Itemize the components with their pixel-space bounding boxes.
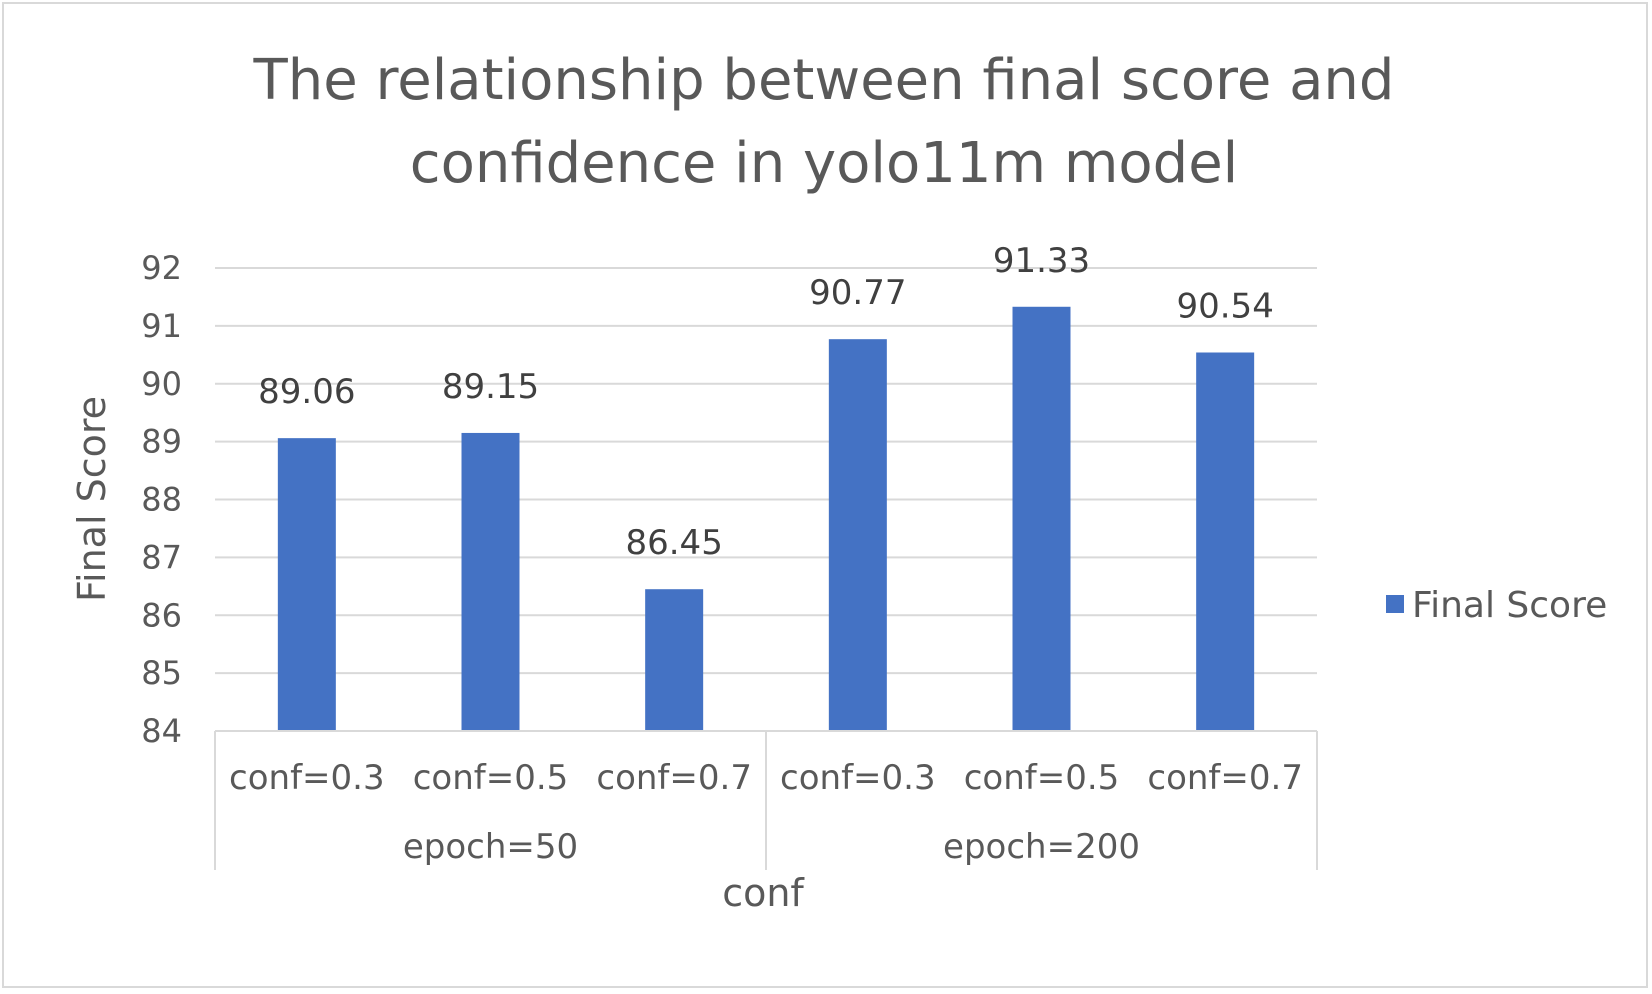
y-tick-label: 84 <box>141 712 182 750</box>
bar <box>645 589 704 731</box>
data-label: 89.15 <box>442 367 539 407</box>
x-group-labels: epoch=50 epoch=200 <box>403 827 1140 867</box>
chart-title: The relationship between final score and… <box>253 48 1395 196</box>
x-group-label: epoch=50 <box>403 827 578 867</box>
data-label: 91.33 <box>993 241 1090 281</box>
x-category-labels: conf=0.3 conf=0.5 conf=0.7 conf=0.3 conf=0.5… <box>229 758 1303 798</box>
x-category-label: conf=0.7 <box>1147 758 1303 798</box>
y-tick-label: 88 <box>141 481 182 519</box>
legend: Final Score <box>1386 585 1607 626</box>
y-tick-label: 89 <box>141 423 182 461</box>
y-tick-label: 85 <box>141 654 182 692</box>
bar <box>1012 306 1071 731</box>
data-label: 89.06 <box>258 372 355 412</box>
y-tick-label: 92 <box>141 249 182 287</box>
legend-swatch <box>1386 595 1404 613</box>
x-category-label: conf=0.5 <box>964 758 1120 798</box>
chart-title-line-2: confidence in yolo11m model <box>410 131 1238 196</box>
bar <box>1196 352 1255 731</box>
x-category-label: conf=0.3 <box>229 758 385 798</box>
bar <box>461 432 520 731</box>
chart-title-line-1: The relationship between final score and <box>253 48 1395 113</box>
x-axis <box>214 730 1318 870</box>
x-category-label: conf=0.5 <box>413 758 569 798</box>
y-tick-label: 87 <box>141 538 182 576</box>
data-label: 90.54 <box>1176 286 1273 326</box>
chart-svg: The relationship between final score and… <box>70 48 1607 915</box>
x-group-label: epoch=200 <box>943 827 1140 867</box>
x-category-label: conf=0.3 <box>780 758 936 798</box>
y-tick-labels: 84 85 86 87 88 89 90 91 92 <box>141 249 182 750</box>
x-category-label: conf=0.7 <box>596 758 752 798</box>
y-tick-label: 90 <box>141 365 182 403</box>
bar <box>828 339 887 731</box>
legend-label: Final Score <box>1412 585 1607 626</box>
y-tick-label: 86 <box>141 596 182 634</box>
y-axis-title: Final Score <box>70 396 114 602</box>
data-labels: 89.06 89.15 86.45 90.77 91.33 90.54 <box>258 241 1274 563</box>
data-label: 86.45 <box>625 523 722 563</box>
data-label: 90.77 <box>809 273 906 313</box>
y-tick-label: 91 <box>141 307 182 345</box>
bar <box>277 438 336 731</box>
bars <box>277 306 1255 731</box>
gridlines <box>215 267 1317 675</box>
x-axis-title: conf <box>722 871 805 915</box>
